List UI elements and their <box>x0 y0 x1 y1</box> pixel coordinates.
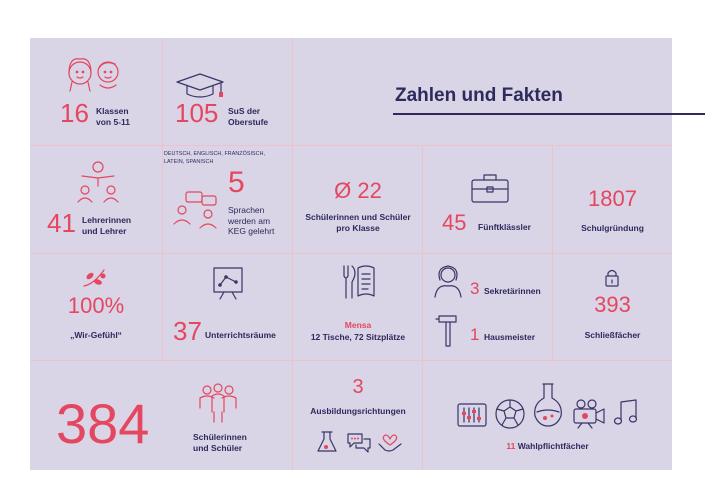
ausbildung-number: 3 <box>352 376 364 398</box>
oberstufe-number: 105 <box>175 98 219 128</box>
grid-line <box>30 360 672 361</box>
briefcase-icon <box>471 174 509 203</box>
sprachen-list: DEUTSCH, ENGLISCH, FRANZÖSISCH, LATEIN, … <box>164 150 265 166</box>
lehrer-label-line1: Lehrerinnen <box>82 215 132 225</box>
lehrer-label-line2: und Lehrer <box>82 226 127 236</box>
pro-klasse-label-line1: Schülerinnen und Schüler <box>305 212 411 222</box>
unterricht-label: Unterrichtsräume <box>205 330 276 340</box>
graduation-cap-icon <box>176 73 224 98</box>
schliessfaecher-number: 393 <box>594 292 631 317</box>
group-people-icon <box>199 383 237 423</box>
kids-faces-icon <box>68 58 119 92</box>
pro-klasse-number: Ø 22 <box>334 178 382 203</box>
fuenftklaessler-label: Fünftklässler <box>478 222 531 232</box>
pro-klasse-label: Schülerinnen und Schüler pro Klasse <box>293 212 423 234</box>
klassen-number: 16 <box>60 98 89 128</box>
sprachen-text-line1: Sprachen <box>228 205 265 215</box>
wahlpflicht-label: Wahlpflichtfächer <box>517 441 589 451</box>
handshake-heart-icon <box>378 434 402 452</box>
sekretaerinnen-label: Sekretärinnen <box>484 286 541 296</box>
oberstufe-label-line1: SuS der <box>228 106 261 116</box>
wir-gefuehl-label: „Wir-Gefühl“ <box>70 330 122 340</box>
lehrer-label: Lehrerinnen und Lehrer <box>82 215 131 237</box>
menu-cutlery-icon <box>343 265 375 299</box>
chat-people-icon <box>173 191 217 229</box>
sprachen-text-line2: werden am <box>228 215 271 226</box>
facts-panel <box>30 38 672 470</box>
camera-icon <box>573 399 605 429</box>
wahlpflicht-number: 11 <box>506 441 516 451</box>
speech-bubbles-icon <box>347 433 371 453</box>
ausbildung-label: Ausbildungsrichtungen <box>310 406 406 416</box>
sprachen-list-line1: DEUTSCH, ENGLISCH, FRANZÖSISCH, <box>164 151 266 157</box>
gruendung-number: 1807 <box>588 186 637 211</box>
chemistry-icon <box>317 431 337 452</box>
pro-klasse-label-line2: pro Klasse <box>336 223 380 233</box>
lehrer-number: 41 <box>47 208 76 238</box>
schueler-label: Schülerinnen und Schüler <box>193 432 247 454</box>
schueler-label-line2: und Schüler <box>193 443 243 453</box>
oberstufe-label-line2: Oberstufe <box>228 117 269 127</box>
klassen-label: Klassen von 5-11 <box>96 106 130 128</box>
schueler-number: 384 <box>56 392 150 455</box>
football-icon <box>495 399 525 429</box>
gruendung-label: Schulgründung <box>581 223 644 233</box>
mensa-title: Mensa <box>344 320 372 330</box>
flask-icon <box>534 383 562 427</box>
sprachen-text: Sprachen werden am KEG gelehrt <box>228 205 274 237</box>
sprachen-list-line2: LATEIN, SPANISCH <box>164 159 214 165</box>
hammer-icon <box>435 315 457 347</box>
padlock-icon <box>605 269 619 287</box>
mixer-icon <box>457 403 487 427</box>
page-title: Zahlen und Fakten <box>395 85 563 106</box>
presentation-board-icon <box>213 267 243 300</box>
schueler-label-line1: Schülerinnen <box>193 432 247 442</box>
music-note-icon <box>613 399 638 425</box>
grid-line <box>30 253 672 254</box>
teacher-students-icon <box>77 161 119 203</box>
wir-gefuehl-number: 100% <box>67 293 125 318</box>
sekretaerinnen-number: 3 <box>470 279 480 298</box>
grid-line <box>30 145 672 146</box>
mensa-label: 12 Tische, 72 Sitzplätze <box>310 332 406 342</box>
olive-branch-icon <box>83 269 106 287</box>
title-underline <box>393 113 705 115</box>
grid-line <box>552 145 553 360</box>
schliessfaecher-label: Schließfächer <box>584 330 641 340</box>
klassen-label-line2: von 5-11 <box>96 117 131 127</box>
sprachen-number: 5 <box>228 166 245 199</box>
sprachen-text-line3: KEG gelehrt <box>228 226 275 236</box>
fuenftklaessler-number: 45 <box>442 210 467 235</box>
grid-line <box>162 38 163 360</box>
klassen-label-line1: Klassen <box>96 106 129 116</box>
unterricht-number: 37 <box>173 316 202 346</box>
wahlpflicht-caption: 11 Wahlpflichtfächer <box>423 441 672 452</box>
grid-line <box>292 38 293 470</box>
oberstufe-label: SuS der Oberstufe <box>228 106 268 128</box>
grid-line <box>422 145 423 470</box>
hausmeister-number: 1 <box>470 325 480 344</box>
woman-icon <box>434 265 462 298</box>
hausmeister-label: Hausmeister <box>484 332 536 342</box>
